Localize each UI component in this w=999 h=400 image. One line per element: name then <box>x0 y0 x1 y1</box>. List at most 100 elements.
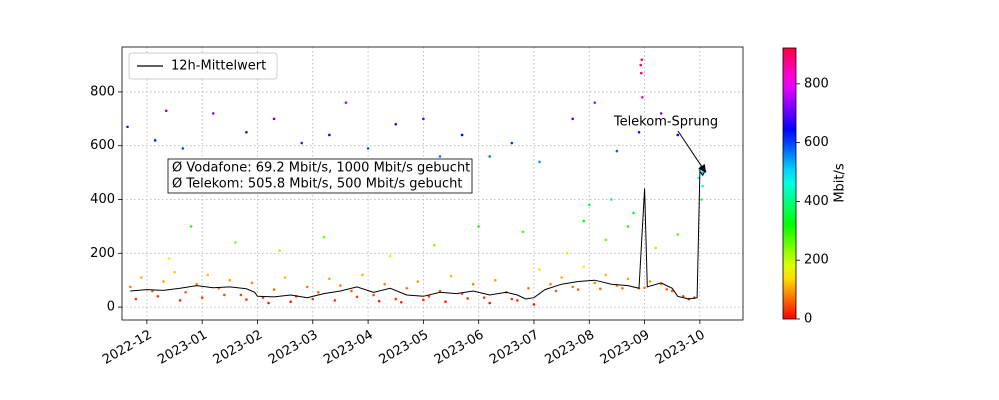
data-point <box>659 112 663 115</box>
data-point <box>322 235 326 239</box>
data-point <box>560 276 563 279</box>
data-point <box>438 155 442 158</box>
data-point <box>195 282 198 286</box>
x-tick-label: 2023-08 <box>542 328 597 368</box>
data-point <box>576 288 580 291</box>
mean-line <box>130 169 706 300</box>
data-point <box>305 285 309 289</box>
data-point <box>372 293 375 297</box>
colorbar-tick-label: 600 <box>804 135 829 150</box>
data-point <box>482 296 486 299</box>
data-point <box>350 289 353 293</box>
x-tick-label: 2023-04 <box>321 328 376 368</box>
data-point <box>388 254 392 258</box>
colorbar-tick-label: 800 <box>804 76 829 91</box>
data-point <box>493 278 497 282</box>
x-tick-label: 2023-02 <box>211 328 266 368</box>
data-point <box>200 296 204 299</box>
data-point <box>261 296 265 299</box>
data-point <box>228 278 232 282</box>
legend-label: 12h-Mittelwert <box>171 59 266 74</box>
data-point <box>488 155 492 158</box>
legend-box <box>128 52 278 80</box>
x-tick-label: 2023-10 <box>653 328 708 368</box>
data-point <box>153 139 157 142</box>
x-tick-label: 2023-05 <box>377 328 432 368</box>
colorbar <box>782 47 797 320</box>
data-point <box>394 122 398 126</box>
data-point <box>433 243 436 247</box>
annotation-text: Ø Vodafone: 69.2 Mbit/s, 1000 Mbit/s geb… <box>172 161 470 176</box>
data-point <box>521 230 525 234</box>
data-point <box>643 286 646 290</box>
data-point <box>333 299 337 302</box>
data-point <box>300 141 304 145</box>
data-point <box>621 286 624 290</box>
annotation-text: Telekom-Sprung <box>613 115 718 130</box>
data-point <box>460 133 464 137</box>
data-point <box>444 300 447 304</box>
data-point <box>510 141 514 145</box>
data-point <box>289 300 292 304</box>
data-point <box>681 295 685 298</box>
data-point <box>245 298 248 301</box>
x-tick-label: 2023-09 <box>598 328 653 368</box>
data-point <box>599 287 602 291</box>
y-tick-label: 0 <box>107 300 115 315</box>
data-point <box>416 280 420 283</box>
data-point <box>639 71 643 75</box>
data-point <box>162 280 165 283</box>
data-point <box>670 289 674 293</box>
data-point <box>140 276 143 279</box>
annotation-frame <box>167 158 473 194</box>
data-point <box>516 299 519 302</box>
y-tick-label: 200 <box>90 246 115 261</box>
data-point <box>239 293 243 297</box>
data-point <box>538 160 541 164</box>
x-tick-label: 2022-12 <box>100 328 155 368</box>
data-point <box>565 251 569 255</box>
data-point <box>640 58 644 61</box>
data-point <box>184 290 187 294</box>
data-point <box>626 225 630 228</box>
data-point <box>250 281 254 285</box>
data-point <box>405 286 409 290</box>
data-point <box>582 219 586 223</box>
y-tick-label: 400 <box>90 192 115 207</box>
colorbar-tick-label: 0 <box>804 312 812 327</box>
data-point <box>554 289 558 293</box>
data-point <box>538 268 541 271</box>
data-point <box>427 295 431 298</box>
data-point <box>283 276 287 279</box>
data-point <box>422 117 425 121</box>
axes-frame <box>121 46 744 321</box>
data-point <box>156 295 160 298</box>
data-point <box>593 281 597 285</box>
y-tick-label: 800 <box>90 84 115 99</box>
colorbar-label: Mbit/s <box>833 163 848 203</box>
data-point <box>700 198 703 201</box>
data-point <box>361 273 364 277</box>
data-point <box>641 95 644 99</box>
data-point <box>604 238 608 242</box>
colorbar-tick-label: 400 <box>804 194 829 209</box>
data-point <box>632 211 635 215</box>
data-point <box>676 133 680 137</box>
data-point <box>571 285 574 289</box>
data-point <box>648 280 652 283</box>
data-point <box>449 274 453 278</box>
annotation-arrow <box>677 130 706 173</box>
data-point <box>610 198 613 201</box>
data-point <box>126 125 129 129</box>
data-point <box>134 297 138 301</box>
data-point <box>128 285 132 289</box>
data-point <box>587 203 591 207</box>
data-point <box>223 293 226 297</box>
data-point <box>328 277 331 281</box>
data-point <box>676 233 680 236</box>
data-point <box>355 295 359 299</box>
data-point <box>366 147 370 150</box>
data-point <box>701 184 704 188</box>
x-tick-label: 2023-03 <box>266 328 321 368</box>
